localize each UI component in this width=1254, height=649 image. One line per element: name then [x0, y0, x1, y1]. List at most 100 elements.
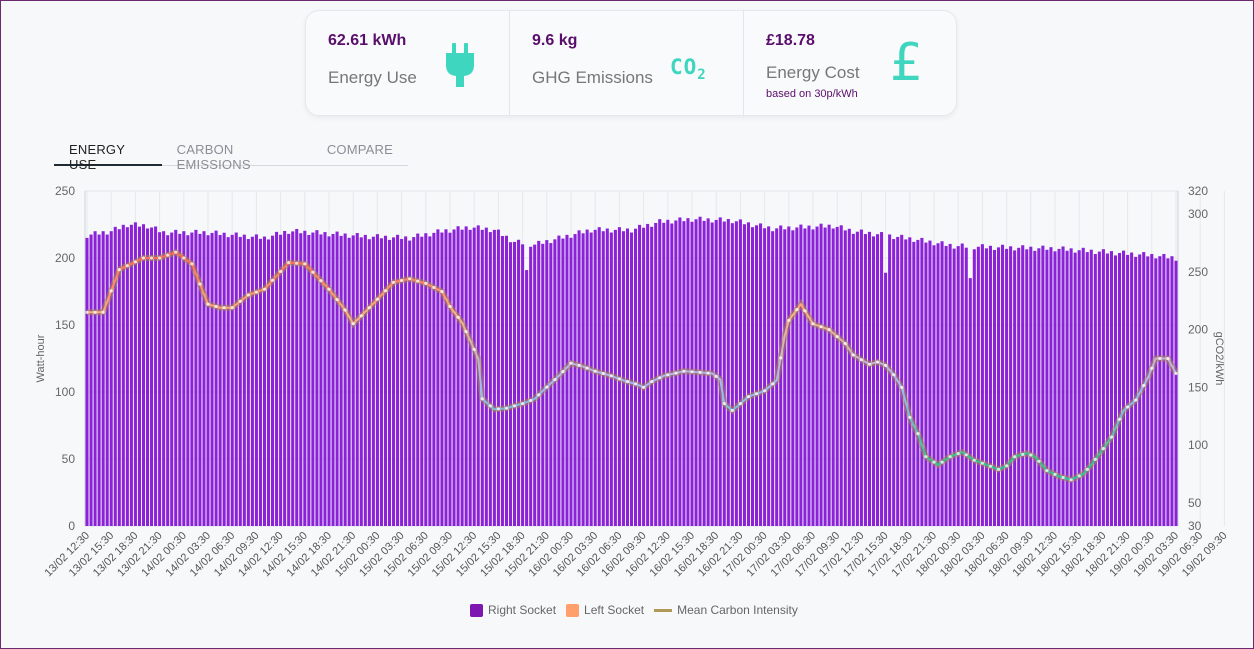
- carbon-intensity-point: [480, 397, 484, 401]
- carbon-intensity-point: [738, 402, 743, 406]
- right-socket-bar: [771, 231, 775, 526]
- right-socket-bar: [266, 239, 271, 526]
- right-socket-bar: [730, 223, 734, 526]
- right-socket-bar: [847, 228, 851, 526]
- right-socket-bar: [166, 235, 170, 526]
- right-socket-bar: [734, 221, 738, 526]
- right-socket-bar: [565, 234, 569, 526]
- legend-carbon-intensity-swatch: [654, 608, 673, 612]
- legend-left-socket[interactable]: Left Socket: [566, 603, 644, 617]
- right-socket-bar: [206, 235, 210, 526]
- carbon-intensity-point: [383, 289, 388, 293]
- right-socket-bar: [424, 233, 428, 526]
- right-socket-bar: [750, 227, 755, 526]
- right-socket-bar: [137, 226, 141, 526]
- right-socket-bar: [359, 237, 363, 526]
- right-socket-bar: [307, 235, 311, 526]
- carbon-intensity-point: [93, 310, 97, 314]
- tab-carbon-emissions[interactable]: CARBON EMISSIONS: [176, 142, 251, 172]
- carbon-intensity-point: [1021, 452, 1025, 456]
- right-socket-bar: [178, 233, 182, 526]
- right-socket-bar: [1105, 253, 1109, 526]
- y-axis-title: Watt-hour: [35, 334, 47, 382]
- right-socket-bar: [964, 247, 968, 526]
- carbon-intensity-point: [158, 256, 162, 260]
- y-tick-label: 200: [55, 251, 75, 265]
- carbon-intensity-point: [206, 302, 210, 306]
- right-socket-bar: [996, 247, 1001, 526]
- carbon-intensity-point: [803, 309, 807, 313]
- right-socket-bar: [634, 228, 638, 526]
- carbon-intensity-point: [642, 385, 646, 389]
- y2-axis-title: gCO2/kWh: [1213, 332, 1225, 386]
- carbon-intensity-point: [432, 285, 436, 290]
- right-socket-bar: [125, 227, 129, 526]
- right-socket-bar: [1057, 248, 1061, 526]
- right-socket-bar: [387, 239, 392, 526]
- right-socket-bar: [1126, 254, 1130, 526]
- right-socket-bar: [880, 232, 884, 526]
- carbon-intensity-point: [1077, 474, 1081, 478]
- right-socket-bar: [1130, 252, 1134, 526]
- y2-tick-label: 250: [1188, 265, 1208, 279]
- right-socket-bar: [819, 223, 823, 526]
- right-socket-bar: [133, 222, 137, 527]
- tab-energy-use[interactable]: ENERGY USE: [54, 139, 162, 172]
- y2-tick-label: 100: [1188, 438, 1208, 452]
- carbon-intensity-point: [141, 256, 146, 260]
- right-socket-bar: [956, 246, 960, 526]
- legend-carbon-intensity[interactable]: Mean Carbon Intensity: [654, 603, 798, 617]
- right-socket-bar: [464, 226, 468, 526]
- carbon-intensity-point: [956, 452, 960, 456]
- carbon-intensity-point: [884, 363, 888, 367]
- right-socket-bar: [912, 241, 916, 527]
- right-socket-bar: [525, 270, 529, 526]
- tab-compare[interactable]: COMPARE: [326, 142, 393, 157]
- energy-use-stat: 62.61 kWh Energy Use: [306, 11, 510, 115]
- carbon-intensity-point: [617, 377, 622, 381]
- carbon-intensity-point: [311, 270, 315, 274]
- right-socket-bar: [807, 225, 811, 526]
- right-socket-bar: [537, 240, 541, 526]
- right-socket-bar: [533, 244, 537, 526]
- carbon-intensity-point: [343, 308, 347, 312]
- carbon-intensity-point: [504, 406, 509, 410]
- carbon-intensity-point: [892, 373, 896, 377]
- right-socket-bar: [484, 227, 488, 526]
- legend-right-socket[interactable]: Right Socket: [470, 603, 556, 617]
- carbon-intensity-point: [924, 455, 928, 459]
- carbon-intensity-point: [916, 432, 920, 436]
- carbon-intensity-point: [279, 269, 283, 274]
- right-socket-bar: [968, 278, 972, 526]
- carbon-intensity-point: [795, 308, 799, 312]
- right-socket-bar: [1065, 250, 1069, 526]
- carbon-intensity-point: [101, 310, 105, 314]
- carbon-intensity-point: [972, 458, 976, 462]
- right-socket-bar: [1013, 250, 1017, 526]
- right-socket-bar: [234, 232, 238, 526]
- right-socket-bar: [85, 237, 89, 526]
- right-socket-bar: [795, 227, 799, 526]
- carbon-intensity-point: [996, 467, 1001, 471]
- carbon-intensity-point: [222, 306, 226, 310]
- right-socket-bar: [105, 234, 109, 527]
- carbon-intensity-point: [1085, 467, 1089, 471]
- right-socket-bar: [335, 231, 339, 526]
- carbon-intensity-point: [512, 404, 517, 408]
- right-socket-bar: [412, 237, 416, 526]
- right-socket-bar: [444, 229, 448, 526]
- right-socket-bar: [759, 223, 763, 526]
- carbon-intensity-point: [1013, 455, 1017, 459]
- energy-use-value: 62.61 kWh: [328, 32, 407, 49]
- y-tick-label: 150: [55, 318, 75, 332]
- carbon-intensity-point: [1053, 472, 1057, 476]
- right-socket-bar: [291, 231, 295, 527]
- carbon-intensity-point: [254, 290, 258, 294]
- right-socket-bar: [863, 234, 867, 527]
- right-socket-bar: [609, 232, 613, 526]
- carbon-intensity-point: [593, 369, 597, 373]
- right-socket-bar: [262, 236, 267, 526]
- carbon-intensity-point: [1045, 469, 1049, 473]
- right-socket-bar: [275, 231, 279, 526]
- right-socket-bar: [190, 232, 194, 526]
